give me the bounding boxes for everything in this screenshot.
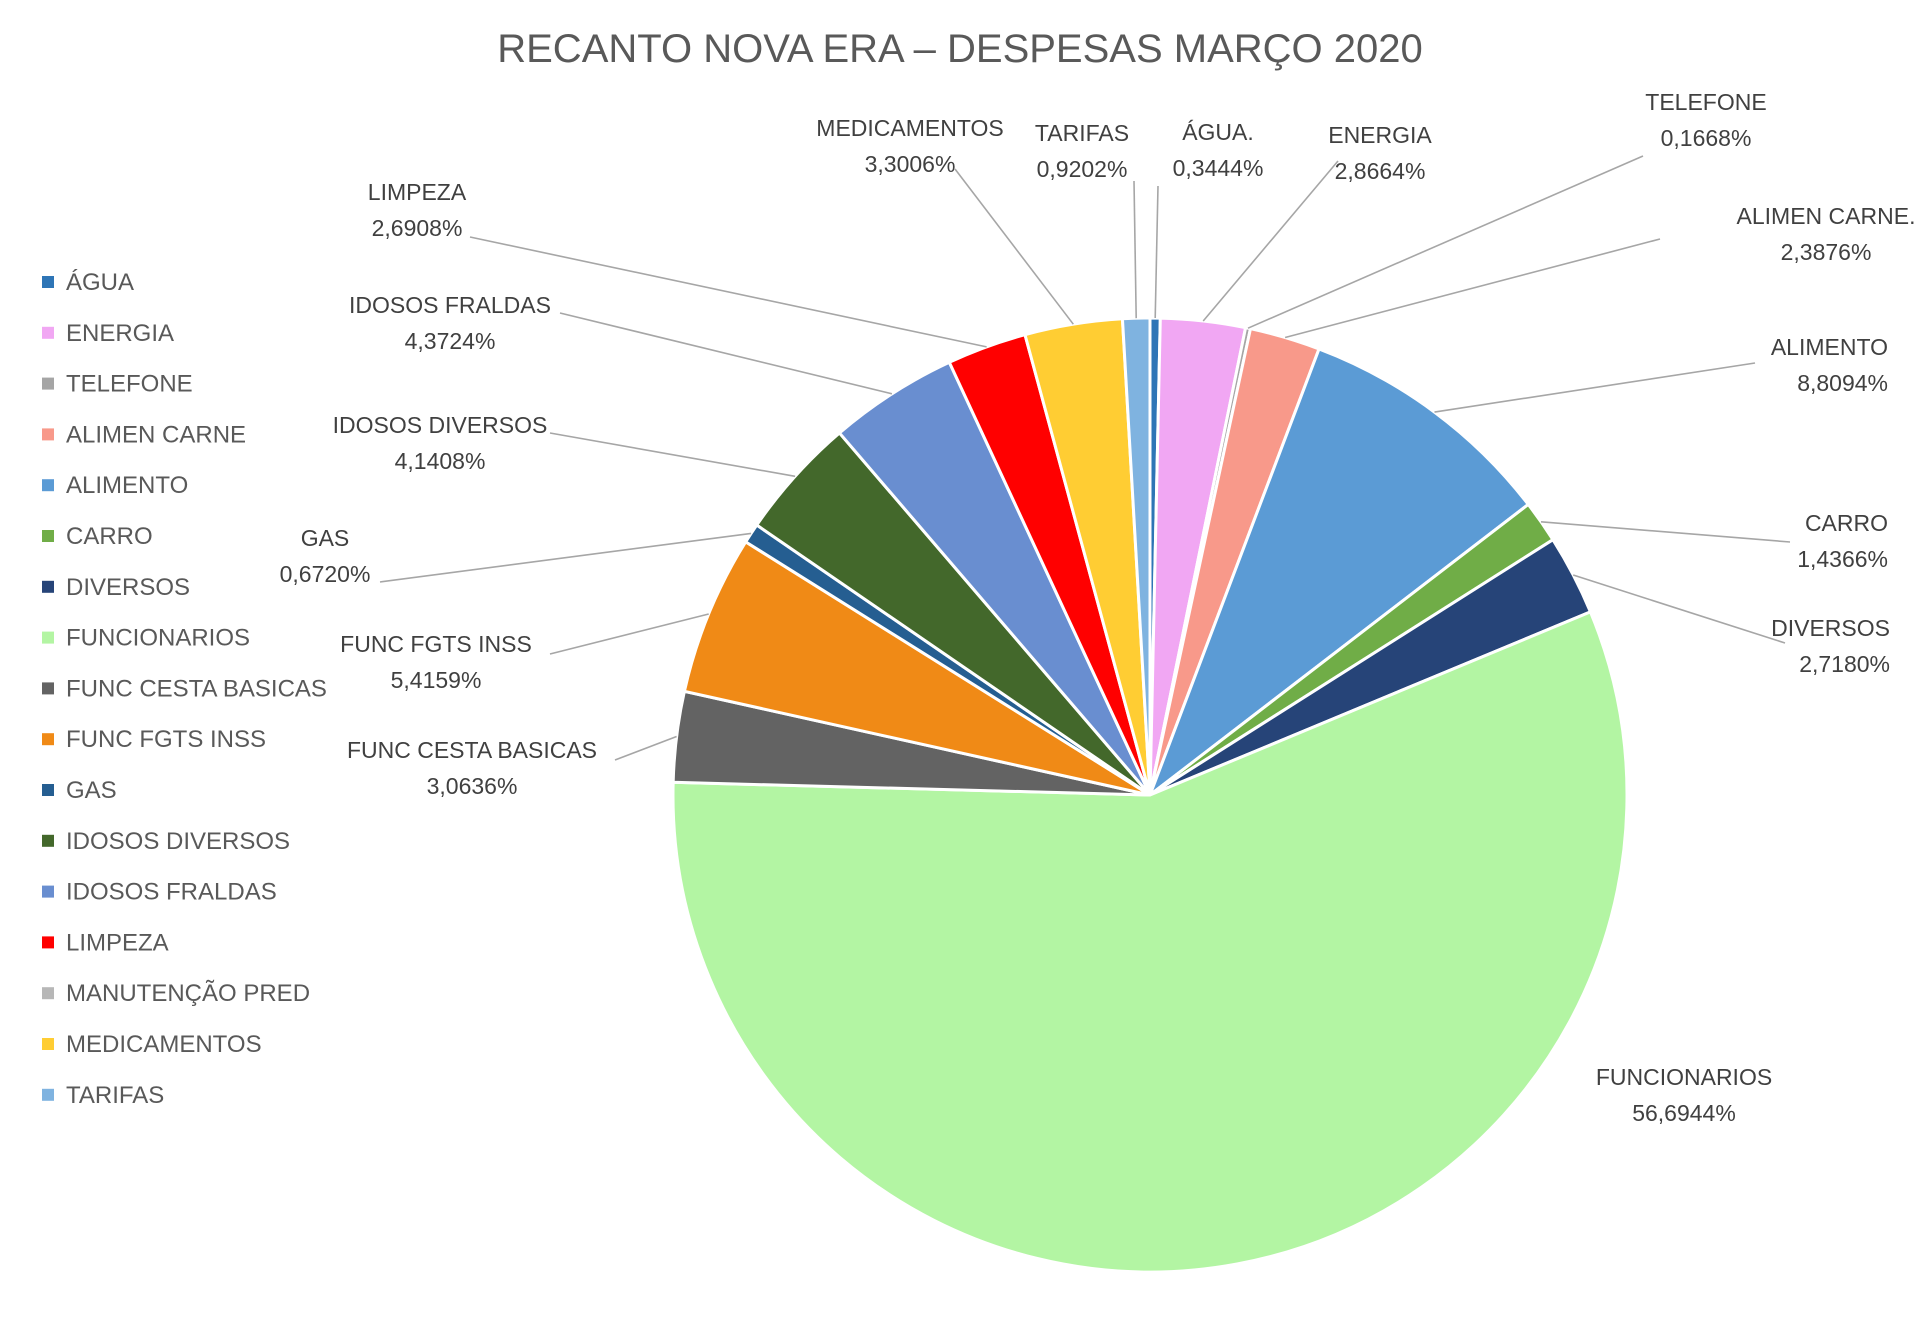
leader-line-func-cesta-basicas [614,735,677,761]
slice-tarifas [1120,316,1152,796]
legend-swatch-tarifas [42,1088,54,1101]
leader-line-agua [1154,185,1159,319]
data-label-name-tarifas: TARIFAS [1035,120,1129,146]
legend-label-energia: ENERGIA [66,320,174,347]
data-label-value-carro: 1,4366% [1797,546,1888,572]
data-label-name-func-cesta-basicas: FUNC CESTA BASICAS [347,737,597,763]
legend-swatch-gas [42,784,54,796]
data-label-value-telefone: 0,1668% [1661,125,1752,151]
pie-slices [671,316,1629,1274]
leader-line-energia [1202,160,1339,322]
data-label-name-func-fgts-inss: FUNC FGTS INSS [340,631,532,657]
data-label-value-tarifas: 0,9202% [1037,156,1128,182]
legend-label-agua: ÁGUA [66,269,134,296]
data-label-value-func-cesta-basicas: 3,0636% [427,773,518,799]
leader-lines [379,155,1791,761]
legend-swatch-alimento [42,479,54,492]
leader-line-func-fgts-inss [549,613,709,655]
leader-line-carro [1540,521,1791,543]
data-label-value-energia: 2,8664% [1335,158,1426,184]
legend-swatch-limpeza [42,936,54,949]
leader-line-medicamentos [954,168,1074,325]
data-label-name-carro: CARRO [1805,510,1888,536]
data-label-value-gas: 0,6720% [280,561,371,587]
data-label-value-limpeza: 2,6908% [372,215,463,241]
legend-swatch-manutencao-pred [42,987,54,1000]
data-label-name-energia: ENERGIA [1328,122,1432,148]
legend-swatch-idosos-diversos [42,834,54,847]
slice-alimento [1146,347,1531,800]
legend-label-alimento: ALIMENTO [66,472,188,499]
legend-label-diversos: DIVERSOS [66,574,190,601]
legend-swatch-energia [42,326,54,339]
leader-line-alimen-carne [1284,238,1661,339]
data-label-name-funcionarios: FUNCIONARIOS [1596,1064,1772,1090]
legend-swatch-func-cesta-basicas [42,682,54,695]
data-label-name-alimen-carne: ALIMEN CARNE. [1737,203,1916,229]
leader-line-idosos-fraldas [559,312,893,395]
legend-label-alimen-carne: ALIMEN CARNE [66,421,246,448]
data-label-name-agua: ÁGUA. [1182,119,1254,145]
data-label-name-gas: GAS [301,525,350,551]
leader-line-diversos [1572,574,1786,644]
legend-label-manutencao-pred: MANUTENÇÃO PRED [66,980,310,1007]
legend-swatch-telefone [42,377,54,390]
data-label-value-alimento: 8,8094% [1797,370,1888,396]
data-labels: ÁGUA. 0,3444% ENERGIA 2,8664% TELEFONE 0,1668… [280,89,1916,1126]
legend-label-limpeza: LIMPEZA [66,929,169,956]
legend-swatch-idosos-fraldas [42,885,54,898]
leader-line-limpeza [469,236,987,348]
data-label-value-idosos-diversos: 4,1408% [395,448,486,474]
legend-swatch-func-fgts-inss [42,733,54,746]
legend-swatch-carro [42,530,54,542]
legend-label-func-fgts-inss: FUNC FGTS INSS [66,726,266,753]
legend-swatch-alimen-carne [42,428,54,441]
legend: ÁGUA ENERGIA TELEFONE ALIMEN CARNE ALIMENTO C… [42,269,327,1109]
data-label-value-medicamentos: 3,3006% [865,151,956,177]
legend-label-funcionarios: FUNCIONARIOS [66,625,250,652]
leader-line-gas [379,532,752,583]
data-label-name-telefone: TELEFONE [1645,89,1766,115]
data-label-value-alimen-carne: 2,3876% [1781,239,1872,265]
legend-label-medicamentos: MEDICAMENTOS [66,1031,262,1058]
legend-swatch-medicamentos [42,1038,54,1050]
slice-func-fgts-inss [682,539,1151,797]
leader-line-telefone [1247,155,1644,329]
legend-label-telefone: TELEFONE [66,371,193,398]
legend-label-gas: GAS [66,777,117,804]
legend-swatch-agua [42,276,54,288]
legend-label-idosos-diversos: IDOSOS DIVERSOS [66,828,290,855]
data-label-name-idosos-fraldas: IDOSOS FRALDAS [349,292,551,318]
leader-line-alimento [1434,362,1756,413]
data-label-value-func-fgts-inss: 5,4159% [391,667,482,693]
data-label-name-diversos: DIVERSOS [1771,615,1890,641]
legend-swatch-funcionarios [42,631,54,644]
chart-title: RECANTO NOVA ERA – DESPESAS MARÇO 2020 [497,27,1423,71]
data-label-value-idosos-fraldas: 4,3724% [405,328,496,354]
data-label-value-funcionarios: 56,6944% [1632,1100,1736,1126]
data-label-name-medicamentos: MEDICAMENTOS [816,115,1003,141]
legend-label-tarifas: TARIFAS [66,1082,164,1109]
data-label-name-idosos-diversos: IDOSOS DIVERSOS [333,412,548,438]
data-label-value-agua: 0,3444% [1173,155,1264,181]
legend-swatch-diversos [42,580,54,593]
data-label-value-diversos: 2,7180% [1799,651,1890,677]
data-label-name-alimento: ALIMENTO [1771,334,1888,360]
legend-label-func-cesta-basicas: FUNC CESTA BASICAS [66,675,327,702]
slice-funcionarios [671,609,1629,1274]
leader-line-tarifas [1133,180,1137,319]
legend-label-idosos-fraldas: IDOSOS FRALDAS [66,879,277,906]
legend-label-carro: CARRO [66,523,153,550]
data-label-name-limpeza: LIMPEZA [368,179,467,205]
leader-line-idosos-diversos [549,432,796,478]
